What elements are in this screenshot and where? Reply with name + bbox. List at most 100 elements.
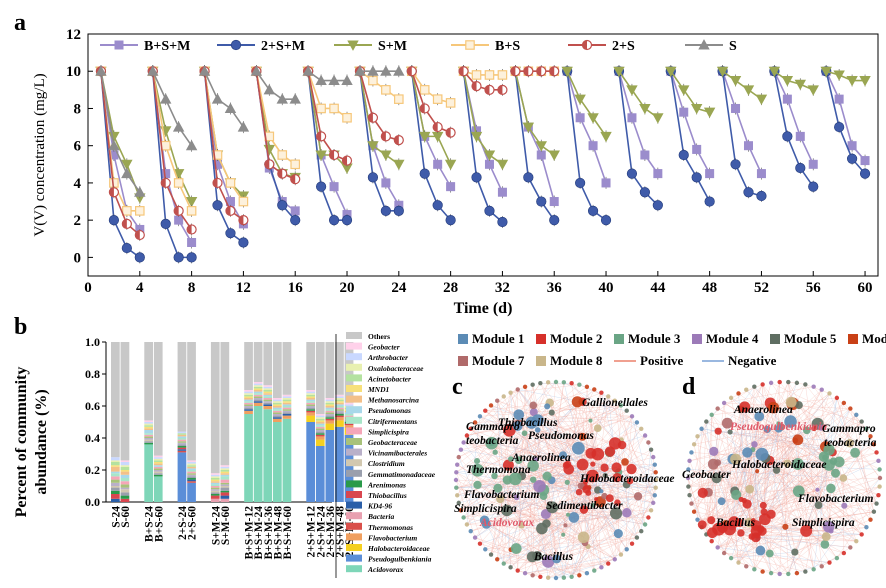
net-c-node-52 bbox=[495, 398, 500, 403]
series-3-cycle-1-point-3 bbox=[186, 206, 197, 216]
net-c-edge-515 bbox=[626, 416, 633, 485]
bar-14 bbox=[315, 342, 325, 502]
net-c-node-131 bbox=[526, 551, 538, 563]
net-c-label-3: Gammapro bbox=[466, 421, 520, 433]
series-4-cycle-3-point-2 bbox=[277, 168, 288, 179]
net-c-node-32 bbox=[472, 535, 478, 540]
net-c-edge-503 bbox=[568, 469, 639, 497]
bar-4-seg-18 bbox=[177, 450, 187, 453]
net-c-edge-264 bbox=[470, 428, 540, 487]
series-3-cycle-7-point-2 bbox=[484, 70, 495, 80]
net-c-node-87 bbox=[613, 528, 623, 539]
bar-7-seg-14 bbox=[220, 490, 230, 493]
net-c-node-97 bbox=[578, 432, 587, 441]
bar-4-seg-10 bbox=[177, 441, 187, 443]
bar-14-seg-10 bbox=[315, 428, 325, 430]
net-d-node-91 bbox=[727, 429, 733, 435]
net-c-edge-198 bbox=[590, 410, 627, 454]
net-d-node-116 bbox=[794, 401, 803, 410]
bar-12-seg-9 bbox=[282, 407, 292, 410]
net-c-label-4: teobacteria bbox=[466, 435, 519, 447]
bar-1-seg-6 bbox=[120, 471, 130, 475]
net-c-node-92 bbox=[564, 479, 570, 485]
net-d-edge-398 bbox=[762, 384, 814, 570]
b-legend-label-3: Oxalobacteraceae bbox=[368, 364, 424, 373]
net-c-node-186 bbox=[525, 416, 538, 429]
net-c-node-111 bbox=[518, 522, 525, 529]
series-1-cycle-5-point-3 bbox=[393, 205, 404, 216]
series-2-cycle-11-point-1 bbox=[678, 85, 690, 96]
series-5-cycle-1-point-1 bbox=[159, 93, 172, 104]
series-1-cycle-1-point-1 bbox=[160, 218, 171, 229]
series-0-cycle-14-point-1 bbox=[834, 94, 844, 104]
net-d-label-5: Geobacter bbox=[682, 469, 731, 481]
net-c-edge-422 bbox=[586, 386, 601, 502]
net-d-node-131 bbox=[737, 529, 745, 537]
net-d-label-4: Halobacteroidaceae bbox=[731, 459, 827, 471]
x-tick-label-12: 48 bbox=[702, 280, 717, 296]
net-c-node-72 bbox=[634, 420, 640, 425]
bar-10-seg-13 bbox=[263, 402, 273, 405]
bar-7-seg-13 bbox=[220, 487, 230, 491]
series-5-cycle-4-point-1 bbox=[315, 74, 327, 86]
net-d-node-31 bbox=[691, 509, 697, 514]
net-c-node-85 bbox=[561, 532, 566, 537]
bar-15-seg-15 bbox=[325, 418, 335, 421]
series-4-cycle-2-point-2-half bbox=[226, 206, 231, 216]
series-2-cycle-12-point-0 bbox=[716, 66, 729, 78]
net-c-node-167 bbox=[612, 472, 622, 483]
net-d-node-35 bbox=[685, 475, 691, 481]
net-d-label-0: Anaerolinea bbox=[733, 404, 793, 416]
series-4-cycle-7-point-3 bbox=[497, 84, 508, 95]
bar-1-seg-12 bbox=[120, 489, 130, 493]
series-1-cycle-7-line bbox=[462, 71, 503, 223]
bar-label-7: S+M-60 bbox=[220, 506, 232, 545]
net-d-edge-371 bbox=[754, 444, 856, 453]
series-0-cycle-7-point-2 bbox=[484, 159, 494, 169]
bar-7-seg-8 bbox=[220, 476, 230, 480]
bar-10-seg-4 bbox=[263, 390, 273, 392]
bar-10 bbox=[263, 342, 273, 502]
series-0-cycle-2-line bbox=[203, 71, 245, 225]
net-d-node-37 bbox=[687, 458, 692, 464]
series-4-cycle-7-point-3-half bbox=[498, 85, 503, 95]
series-1-cycle-1-line bbox=[151, 71, 192, 259]
series-3-cycle-1-line bbox=[151, 71, 193, 212]
bar-14-seg-21 bbox=[315, 446, 325, 502]
bar-3-seg-11 bbox=[153, 470, 163, 472]
net-c-node-124 bbox=[542, 519, 551, 528]
series-2-cycle-14-point-2 bbox=[846, 76, 858, 87]
series-4-cycle-6-point-3 bbox=[445, 127, 456, 138]
net-d-node-151 bbox=[735, 518, 744, 527]
net-c-edge-17 bbox=[497, 400, 534, 413]
series-4-cycle-6-point-0-half bbox=[407, 67, 412, 76]
net-d-node-58 bbox=[827, 391, 832, 396]
bar-label-14: 2+S+M-24 bbox=[315, 506, 327, 558]
series-4-cycle-2-point-3-half bbox=[239, 215, 244, 225]
net-c-node-59 bbox=[545, 380, 551, 385]
net-c-node-163 bbox=[614, 499, 621, 506]
panel-letter-a: a bbox=[14, 10, 26, 36]
net-c-node-145 bbox=[496, 494, 505, 504]
net-d-edge-458 bbox=[805, 384, 881, 479]
net-c-node-173 bbox=[514, 456, 523, 465]
net-d-edge-318 bbox=[818, 456, 825, 506]
net-d-edge-376 bbox=[744, 406, 765, 512]
bar-17-seg-2 bbox=[344, 404, 354, 406]
net-c-edge-410 bbox=[548, 531, 642, 578]
net-c-edge-415 bbox=[491, 443, 590, 488]
net-c-node-54 bbox=[508, 390, 513, 395]
bar-8-seg-22 bbox=[244, 414, 253, 502]
net-d-edge-224 bbox=[688, 469, 844, 479]
series-0-cycle-14-line bbox=[825, 70, 866, 162]
net-d-node-60 bbox=[841, 400, 847, 406]
bar-1-seg-1 bbox=[120, 460, 130, 462]
net-d-node-148 bbox=[707, 527, 718, 539]
series-1-cycle-7-point-2 bbox=[484, 205, 495, 216]
bar-0-seg-8 bbox=[111, 473, 120, 477]
bar-16-seg-7 bbox=[335, 404, 344, 406]
net-d-edge-379 bbox=[701, 449, 830, 528]
net-c-node-140 bbox=[471, 463, 484, 477]
net-c-label-11: Acidovorax bbox=[479, 517, 535, 529]
